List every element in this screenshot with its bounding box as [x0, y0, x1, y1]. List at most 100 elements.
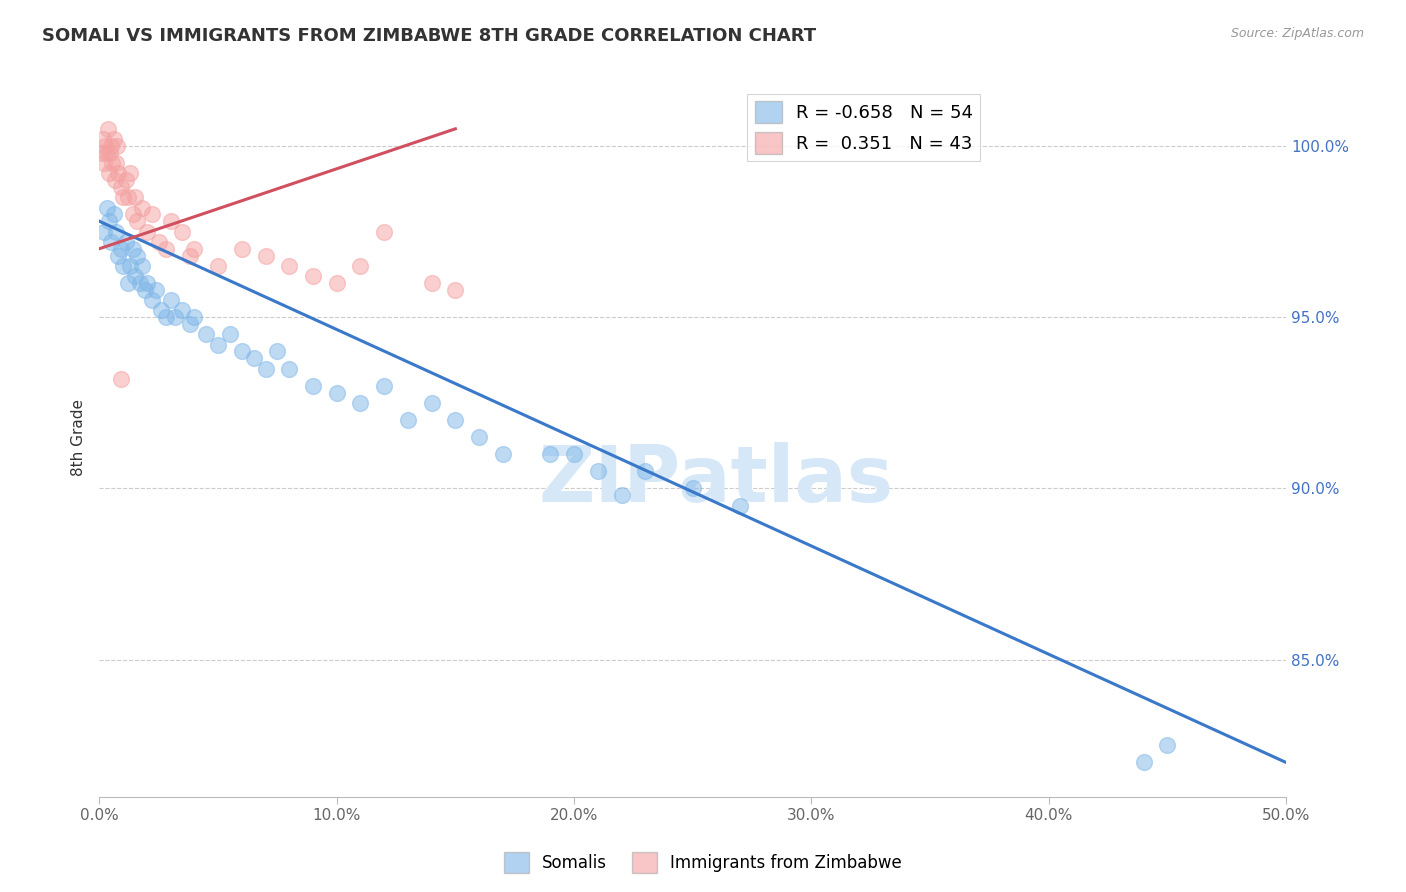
Point	[114, 235, 136, 249]
Point	[492, 447, 515, 461]
Point	[141, 293, 163, 307]
Point	[96, 201, 118, 215]
Point	[131, 201, 153, 215]
Point	[120, 259, 142, 273]
Point	[97, 166, 120, 180]
Point	[242, 351, 264, 366]
Point	[326, 276, 349, 290]
Point	[105, 139, 128, 153]
Point	[114, 173, 136, 187]
Point	[266, 344, 288, 359]
Point	[128, 276, 150, 290]
Text: ZIPatlas: ZIPatlas	[538, 442, 894, 518]
Text: Source: ZipAtlas.com: Source: ZipAtlas.com	[1230, 27, 1364, 40]
Point	[1132, 756, 1154, 770]
Point	[278, 361, 301, 376]
Point	[134, 283, 156, 297]
Point	[124, 190, 146, 204]
Y-axis label: 8th Grade: 8th Grade	[72, 399, 86, 475]
Point	[93, 156, 115, 170]
Point	[117, 276, 139, 290]
Point	[183, 310, 205, 325]
Point	[302, 269, 325, 284]
Point	[420, 396, 443, 410]
Point	[278, 259, 301, 273]
Point	[207, 259, 229, 273]
Point	[165, 310, 187, 325]
Point	[107, 248, 129, 262]
Point	[124, 269, 146, 284]
Point	[110, 242, 132, 256]
Point	[90, 145, 112, 160]
Point	[105, 156, 128, 170]
Point	[121, 207, 143, 221]
Point	[373, 378, 395, 392]
Point	[231, 344, 253, 359]
Point	[155, 242, 177, 256]
Point	[634, 464, 657, 478]
Text: SOMALI VS IMMIGRANTS FROM ZIMBABWE 8TH GRADE CORRELATION CHART: SOMALI VS IMMIGRANTS FROM ZIMBABWE 8TH G…	[42, 27, 817, 45]
Point	[349, 396, 371, 410]
Point	[97, 121, 120, 136]
Point	[104, 173, 127, 187]
Point	[127, 214, 149, 228]
Point	[148, 235, 170, 249]
Point	[101, 156, 124, 170]
Point	[103, 207, 125, 221]
Point	[396, 413, 419, 427]
Point	[127, 248, 149, 262]
Point	[112, 259, 135, 273]
Point	[135, 225, 157, 239]
Point	[145, 283, 167, 297]
Point	[94, 139, 117, 153]
Point	[373, 225, 395, 239]
Point	[112, 190, 135, 204]
Point	[349, 259, 371, 273]
Point	[254, 248, 277, 262]
Point	[91, 132, 114, 146]
Point	[96, 145, 118, 160]
Point	[468, 430, 491, 444]
Point	[179, 317, 201, 331]
Point	[420, 276, 443, 290]
Point	[538, 447, 561, 461]
Point	[105, 225, 128, 239]
Point	[141, 207, 163, 221]
Point	[682, 482, 704, 496]
Point	[1156, 739, 1178, 753]
Point	[728, 499, 751, 513]
Point	[98, 145, 121, 160]
Point	[103, 132, 125, 146]
Point	[254, 361, 277, 376]
Point	[107, 166, 129, 180]
Legend: R = -0.658   N = 54, R =  0.351   N = 43: R = -0.658 N = 54, R = 0.351 N = 43	[748, 94, 980, 161]
Point	[93, 225, 115, 239]
Point	[100, 235, 122, 249]
Point	[586, 464, 609, 478]
Point	[117, 190, 139, 204]
Point	[444, 283, 467, 297]
Point	[326, 385, 349, 400]
Point	[131, 259, 153, 273]
Point	[110, 372, 132, 386]
Point	[155, 310, 177, 325]
Legend: Somalis, Immigrants from Zimbabwe: Somalis, Immigrants from Zimbabwe	[498, 846, 908, 880]
Point	[562, 447, 585, 461]
Point	[159, 214, 181, 228]
Point	[179, 248, 201, 262]
Point	[172, 225, 194, 239]
Point	[135, 276, 157, 290]
Point	[172, 303, 194, 318]
Point	[150, 303, 173, 318]
Point	[110, 180, 132, 194]
Point	[444, 413, 467, 427]
Point	[610, 488, 633, 502]
Point	[302, 378, 325, 392]
Point	[195, 327, 218, 342]
Point	[120, 166, 142, 180]
Point	[231, 242, 253, 256]
Point	[207, 337, 229, 351]
Point	[183, 242, 205, 256]
Point	[97, 214, 120, 228]
Point	[100, 139, 122, 153]
